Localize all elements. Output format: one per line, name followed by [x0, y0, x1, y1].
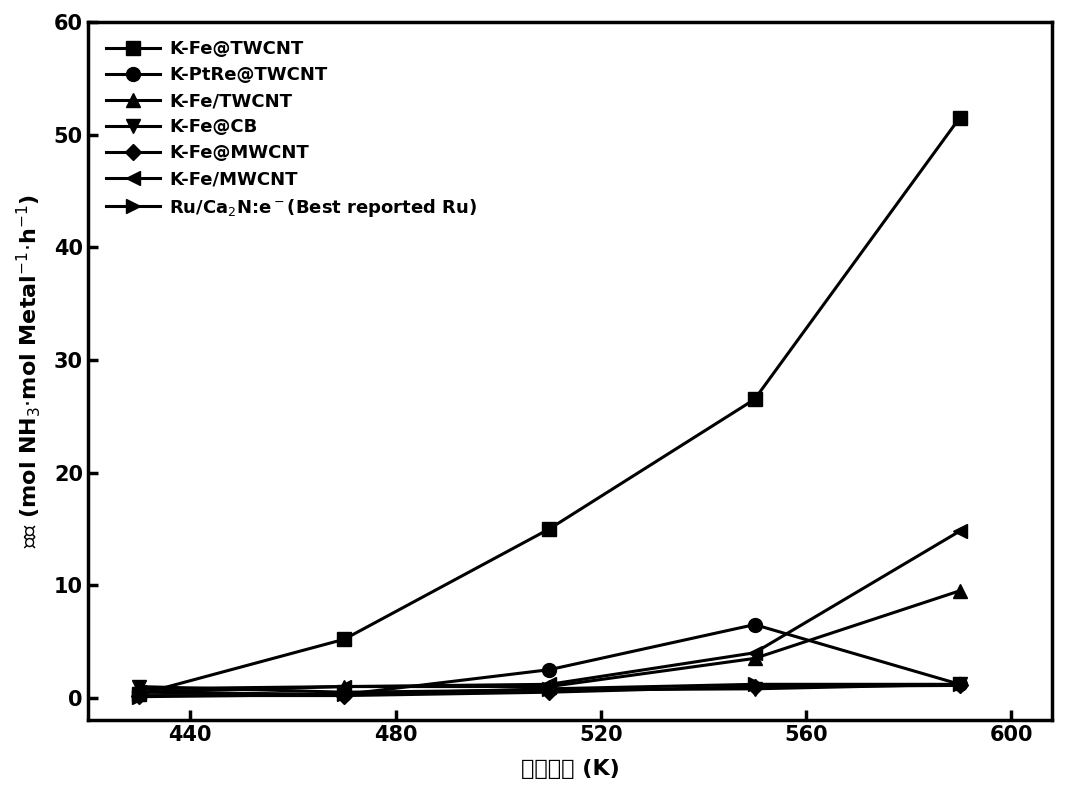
K-Fe/TWCNT [748, 653, 761, 663]
K-Fe@MWCNT [338, 691, 351, 700]
K-Fe/MWCNT [748, 648, 761, 657]
K-Fe@TWCNT [748, 395, 761, 404]
K-Fe@CB [132, 682, 145, 691]
K-PtRe@TWCNT [953, 680, 966, 689]
K-Fe/MWCNT [338, 682, 351, 691]
K-Fe@MWCNT [953, 680, 966, 690]
Line: K-Fe@TWCNT: K-Fe@TWCNT [132, 111, 967, 701]
X-axis label: 反应温度 (K): 反应温度 (K) [520, 759, 619, 779]
Line: K-Fe@MWCNT: K-Fe@MWCNT [133, 680, 966, 701]
K-PtRe@TWCNT [543, 665, 555, 674]
K-Fe@TWCNT [543, 524, 555, 534]
Ru/Ca2N:e(Best reported Ru) [132, 692, 145, 702]
K-Fe@CB [953, 680, 966, 689]
Y-axis label: 活性 (mol NH$_3$$\cdot$mol Metal$^{-1}$$\cdot$h$^{-1}$): 活性 (mol NH$_3$$\cdot$mol Metal$^{-1}$$\c… [14, 194, 43, 548]
Line: K-Fe@CB: K-Fe@CB [132, 677, 967, 699]
Ru/Ca2N:e(Best reported Ru) [953, 680, 966, 689]
K-PtRe@TWCNT [132, 688, 145, 697]
K-Fe@TWCNT [338, 634, 351, 644]
K-Fe@CB [543, 685, 555, 695]
Legend: K-Fe@TWCNT, K-PtRe@TWCNT, K-Fe/TWCNT, K-Fe@CB, K-Fe@MWCNT, K-Fe/MWCNT, Ru/Ca$_2$: K-Fe@TWCNT, K-PtRe@TWCNT, K-Fe/TWCNT, K-… [97, 31, 486, 228]
K-Fe@MWCNT [132, 691, 145, 700]
K-Fe/TWCNT [338, 682, 351, 691]
K-Fe@TWCNT [132, 690, 145, 699]
Line: Ru/Ca2N:e(Best reported Ru): Ru/Ca2N:e(Best reported Ru) [132, 677, 967, 703]
K-Fe@TWCNT [953, 113, 966, 122]
K-Fe@MWCNT [543, 688, 555, 697]
K-Fe/MWCNT [132, 688, 145, 697]
K-Fe@MWCNT [748, 682, 761, 691]
K-Fe/TWCNT [543, 682, 555, 691]
Line: K-PtRe@TWCNT: K-PtRe@TWCNT [132, 618, 967, 701]
Ru/Ca2N:e(Best reported Ru) [748, 680, 761, 689]
Line: K-Fe/MWCNT: K-Fe/MWCNT [132, 524, 967, 699]
K-PtRe@TWCNT [338, 690, 351, 699]
K-PtRe@TWCNT [748, 620, 761, 630]
Ru/Ca2N:e(Best reported Ru) [543, 684, 555, 694]
K-Fe@CB [748, 684, 761, 694]
K-Fe@CB [338, 688, 351, 697]
K-Fe/TWCNT [132, 684, 145, 694]
Ru/Ca2N:e(Best reported Ru) [338, 690, 351, 699]
K-Fe/TWCNT [953, 586, 966, 596]
K-Fe/MWCNT [543, 680, 555, 689]
Line: K-Fe/TWCNT: K-Fe/TWCNT [132, 584, 967, 695]
K-Fe/MWCNT [953, 527, 966, 536]
